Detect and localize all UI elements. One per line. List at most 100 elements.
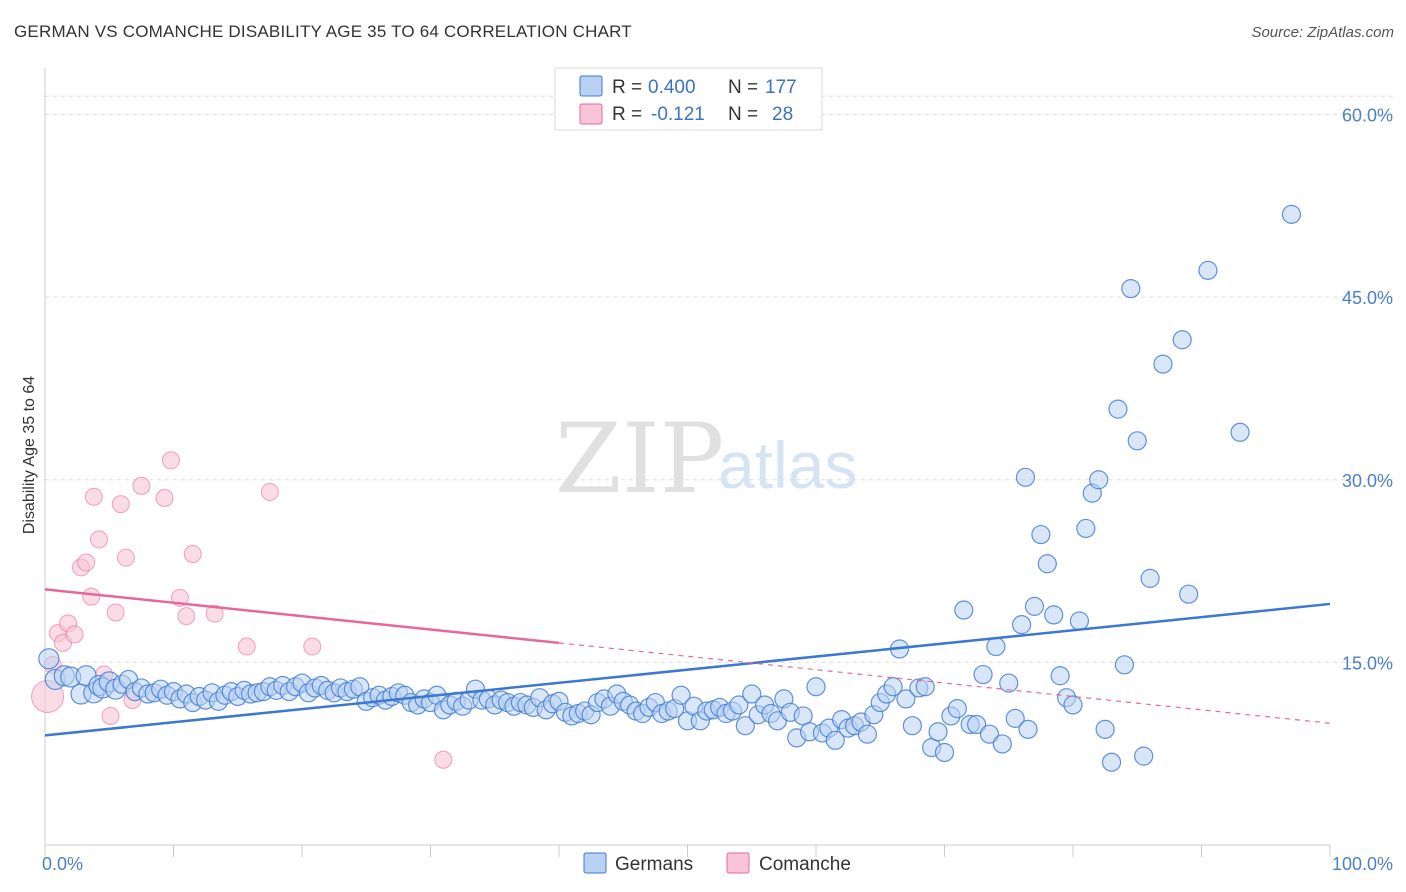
bottom-legend-comanche-label: Comanche <box>759 854 851 875</box>
bottom-legend: Germans Comanche <box>583 852 851 875</box>
y-axis-label: Disability Age 35 to 64 <box>21 376 38 534</box>
comanche-point <box>89 530 108 549</box>
german-point <box>1089 470 1109 490</box>
german-point <box>1114 655 1135 675</box>
german-point <box>934 742 955 763</box>
comanche-point <box>65 625 84 644</box>
watermark: ZIP atlas <box>555 403 857 515</box>
y-tick-label: 60.0% <box>1342 106 1393 126</box>
comanche-point <box>183 545 202 564</box>
comanche-point <box>111 495 130 514</box>
legend-german-n-value: 177 <box>765 77 797 98</box>
german-point <box>38 648 60 670</box>
german-point <box>857 724 878 744</box>
comanche-point <box>260 482 279 501</box>
y-tick-label: 30.0% <box>1342 471 1393 491</box>
german-point <box>1281 204 1302 224</box>
german-point <box>825 730 845 750</box>
y-tick-labels: 15.0% 30.0% 45.0% 60.0% <box>1342 106 1393 674</box>
german-point <box>671 685 691 705</box>
german-point <box>915 677 935 697</box>
german-point <box>967 714 987 735</box>
watermark-atlas: atlas <box>718 428 857 502</box>
comanche-point <box>237 637 256 656</box>
german-point <box>954 600 974 620</box>
german-point <box>902 716 922 736</box>
legend-german-swatch <box>579 75 603 97</box>
german-point <box>1018 719 1038 739</box>
bottom-legend-german-label: Germans <box>615 854 693 875</box>
comanche-point <box>177 607 196 626</box>
comanche-point <box>84 487 103 506</box>
legend-comanche-r-label: R = <box>612 104 642 125</box>
comanche-trend-line <box>44 588 560 645</box>
comanche-point <box>434 750 453 769</box>
comanche-point <box>106 603 125 622</box>
german-point <box>1127 431 1147 451</box>
german-point <box>883 677 903 697</box>
german-point <box>1005 708 1025 728</box>
german-point <box>806 677 826 697</box>
german-point <box>729 695 749 715</box>
german-point <box>1121 279 1141 299</box>
german-point <box>986 636 1006 657</box>
legend: R = 0.400 N = 177 R = -0.121 N = 28 <box>554 67 823 131</box>
legend-german-n-label: N = <box>728 77 758 98</box>
comanche-point <box>77 553 96 572</box>
german-point <box>1198 260 1218 280</box>
german-point <box>1108 399 1128 419</box>
german-point <box>1179 584 1199 604</box>
legend-comanche-swatch <box>579 103 603 125</box>
comanche-point <box>303 637 322 656</box>
legend-german-r-label: R = <box>612 77 642 98</box>
german-point <box>992 734 1012 754</box>
legend-comanche-n-label: N = <box>728 104 758 125</box>
german-point <box>979 724 1000 744</box>
x-tick-label: 0.0% <box>42 854 83 874</box>
y-tick-label: 15.0% <box>1342 653 1393 673</box>
comanche-point <box>116 548 135 567</box>
x-tick-label: 100.0% <box>1332 854 1393 874</box>
comanche-point <box>132 476 151 495</box>
german-point <box>1153 354 1173 374</box>
y-tick-label: 45.0% <box>1342 288 1393 308</box>
german-point <box>928 722 948 742</box>
german-point <box>896 689 916 709</box>
german-point <box>1044 605 1064 625</box>
german-point <box>1230 422 1250 442</box>
german-point <box>1050 666 1070 686</box>
grid-lines <box>45 95 1395 663</box>
comanche-point <box>101 706 120 725</box>
german-point <box>1140 568 1160 588</box>
german-point <box>1172 330 1192 350</box>
bottom-legend-comanche-swatch <box>726 852 750 874</box>
german-point <box>947 699 967 719</box>
german-point <box>999 673 1019 693</box>
german-point <box>1134 746 1154 766</box>
german-point <box>742 684 762 704</box>
watermark-zip: ZIP <box>555 403 724 515</box>
source-label: Source: ZipAtlas.com <box>1251 24 1394 41</box>
german-point <box>1031 524 1051 545</box>
german-trend-line <box>44 602 1331 737</box>
german-point <box>735 716 755 736</box>
german-point <box>1037 554 1057 574</box>
axes <box>44 68 1331 857</box>
german-point <box>973 664 993 685</box>
german-point <box>1063 695 1083 715</box>
bottom-legend-german-swatch <box>583 852 607 874</box>
comanche-point <box>161 451 180 470</box>
legend-comanche-n-value: 28 <box>772 104 793 125</box>
legend-comanche-r-value: -0.121 <box>651 104 705 125</box>
german-point <box>1101 752 1122 772</box>
comanche-point <box>155 489 174 508</box>
x-tick-labels: 0.0% 100.0% <box>42 854 1393 874</box>
legend-german-r-value: 0.400 <box>648 77 696 98</box>
german-point <box>1069 611 1090 631</box>
german-point <box>1095 719 1115 739</box>
trend-lines <box>44 588 1331 737</box>
comanche-point <box>82 587 101 606</box>
german-point <box>1015 467 1036 487</box>
comanche-point <box>205 604 224 623</box>
